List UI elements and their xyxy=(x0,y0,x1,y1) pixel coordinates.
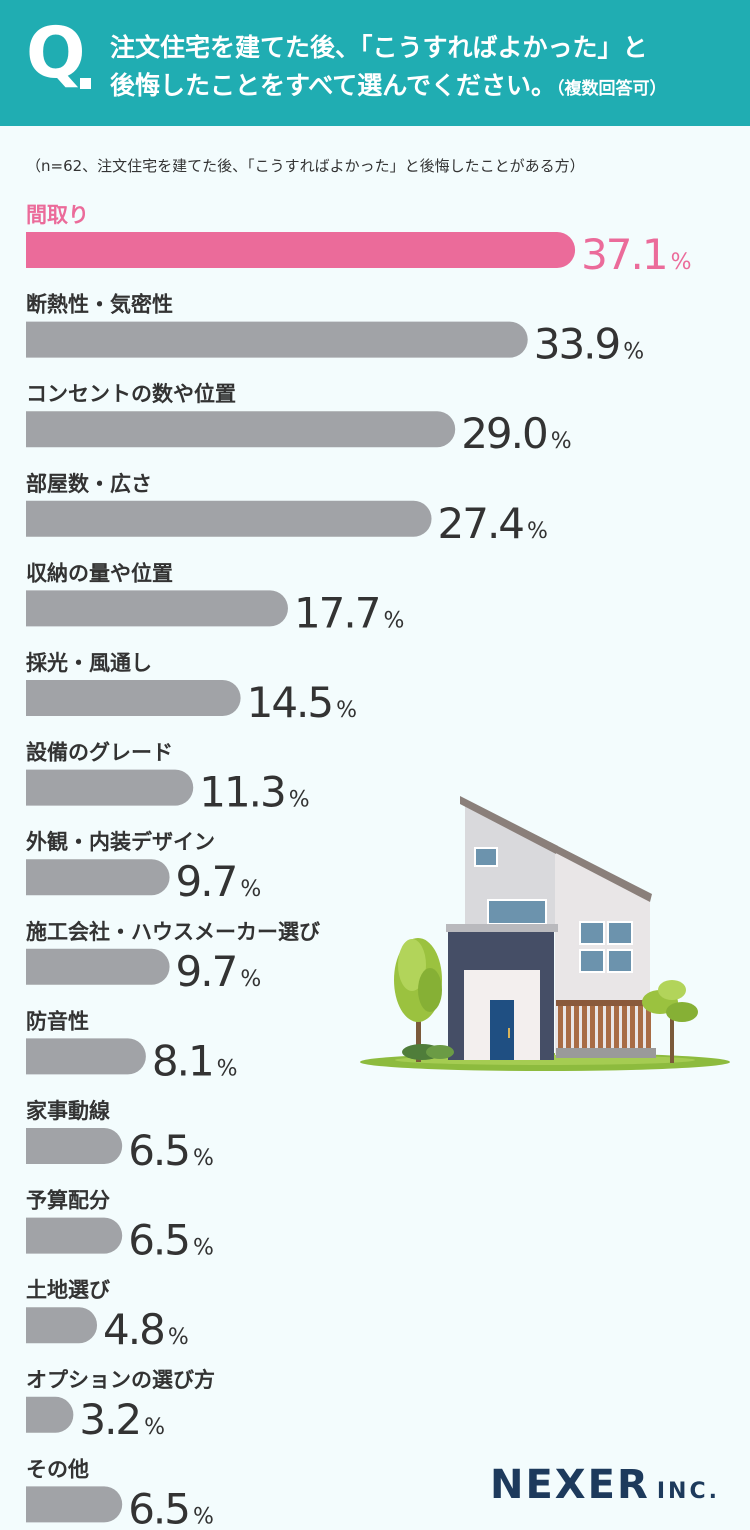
question-line-1: 注文住宅を建てた後、「こうすればよかった」と xyxy=(110,33,648,62)
bar xyxy=(26,411,456,448)
question-header: Q 注文住宅を建てた後、「こうすればよかった」と 後悔したことをすべて選んでくだ… xyxy=(0,0,750,126)
value-label: 29.0 xyxy=(461,409,547,458)
bar xyxy=(26,1038,146,1075)
bar xyxy=(26,1396,74,1433)
category-label: 家事動線 xyxy=(26,1099,110,1123)
value-label: 14.5 xyxy=(247,678,333,727)
percent-sign: % xyxy=(193,1504,214,1529)
category-label: 部屋数・広さ xyxy=(26,472,152,496)
logo-main: NEXER xyxy=(490,1462,650,1508)
percent-sign: % xyxy=(623,340,644,365)
bar xyxy=(26,232,576,268)
percent-sign: % xyxy=(527,519,548,544)
category-label: 間取り xyxy=(26,203,89,227)
sample-note: （n=62、注文住宅を建てた後、「こうすればよかった」と後悔したことがある方） xyxy=(26,157,585,175)
value-label: 37.1 xyxy=(581,230,667,279)
percent-sign: % xyxy=(193,1146,214,1171)
value-label: 27.4 xyxy=(438,499,524,548)
question-line-2-text: 後悔したことをすべて選んでください。 xyxy=(110,71,557,100)
house-illustration xyxy=(360,796,730,1071)
q-dot xyxy=(80,78,91,89)
percent-sign: % xyxy=(240,967,261,992)
value-label: 8.1 xyxy=(152,1036,213,1085)
value-label: 9.7 xyxy=(176,857,237,906)
value-label: 11.3 xyxy=(199,768,285,817)
category-label: 外観・内装デザイン xyxy=(26,830,215,854)
bar xyxy=(26,948,170,985)
question-line-2-paren: （複数回答可） xyxy=(556,79,667,99)
logo-sub: INC. xyxy=(656,1479,720,1504)
category-label: 防音性 xyxy=(26,1009,89,1033)
percent-sign: % xyxy=(193,1236,214,1261)
percent-sign: % xyxy=(671,250,692,275)
category-label: コンセントの数や位置 xyxy=(26,382,236,406)
bar xyxy=(26,769,194,806)
category-label: 設備のグレード xyxy=(26,741,173,765)
percent-sign: % xyxy=(289,788,310,813)
question-line-2: 後悔したことをすべて選んでください。（複数回答可） xyxy=(110,66,667,102)
percent-sign: % xyxy=(336,698,357,723)
value-label: 4.8 xyxy=(103,1305,164,1354)
bar xyxy=(26,1128,123,1164)
category-label: 土地選び xyxy=(26,1278,110,1302)
value-label: 33.9 xyxy=(534,320,620,369)
value-label: 6.5 xyxy=(128,1126,189,1175)
value-label: 3.2 xyxy=(79,1395,140,1444)
bar xyxy=(26,500,432,537)
category-label: 施工会社・ハウスメーカー選び xyxy=(26,920,320,944)
percent-sign: % xyxy=(240,877,261,902)
category-label: その他 xyxy=(26,1457,89,1481)
bar xyxy=(26,1307,98,1344)
bar xyxy=(26,1486,123,1523)
category-label: オプションの選び方 xyxy=(26,1368,215,1392)
category-label: 予算配分 xyxy=(26,1189,110,1213)
category-label: 断熱性・気密性 xyxy=(26,293,173,317)
value-label: 9.7 xyxy=(176,947,237,996)
bar xyxy=(26,1217,123,1254)
category-label: 採光・風通し xyxy=(26,651,152,675)
nexer-logo: NEXER INC. xyxy=(490,1462,720,1508)
bar xyxy=(26,859,170,896)
value-label: 17.7 xyxy=(294,588,380,637)
bar xyxy=(26,680,241,716)
value-label: 6.5 xyxy=(128,1216,189,1265)
percent-sign: % xyxy=(383,608,404,633)
percent-sign: % xyxy=(551,429,572,454)
percent-sign: % xyxy=(168,1325,189,1350)
bar xyxy=(26,321,528,358)
percent-sign: % xyxy=(217,1056,238,1081)
percent-sign: % xyxy=(144,1415,165,1440)
bar xyxy=(26,590,288,627)
value-label: 6.5 xyxy=(128,1484,189,1530)
q-mark: Q xyxy=(26,12,86,94)
category-label: 収納の量や位置 xyxy=(26,561,173,585)
